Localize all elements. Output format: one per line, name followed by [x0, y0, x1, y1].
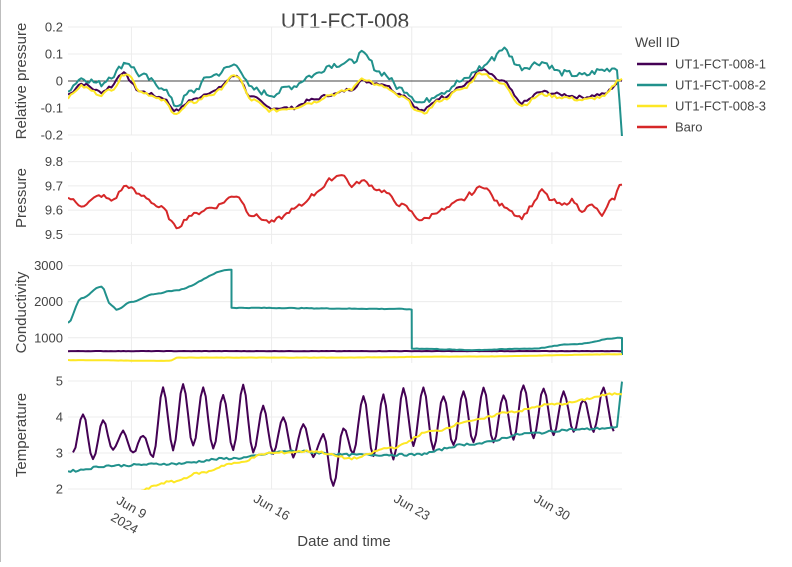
x-tick-label: Jun 30 — [532, 491, 573, 524]
y-tick-label: 5 — [56, 374, 63, 389]
series-line-ut1-fct-008-1 — [73, 384, 614, 486]
y-tick-label: 0 — [56, 74, 63, 89]
y-tick-label: 2 — [56, 482, 63, 497]
y-tick-label: -0.2 — [41, 128, 63, 143]
panel-3: 3000 2000 1000 Conductivity — [13, 258, 622, 363]
series-line-ut1-fct-008-2 — [68, 270, 622, 355]
y-axis-title: Relative pressure — [13, 23, 30, 140]
y-tick-label: 9.8 — [45, 154, 63, 169]
legend-item-label: UT1-FCT-008-3 — [675, 99, 766, 114]
legend-item-label: UT1-FCT-008-2 — [675, 78, 766, 93]
x-axis-title: Date and time — [297, 533, 390, 550]
series-group — [68, 48, 622, 137]
y-tick-label: 0.1 — [45, 47, 63, 62]
y-tick-label: 9.7 — [45, 178, 63, 193]
series-line-baro — [68, 175, 622, 228]
legend: UT1-FCT-008-1 UT1-FCT-008-2 UT1-FCT-008-3 B… — [637, 57, 766, 135]
y-tick-label: 1000 — [34, 330, 63, 345]
x-tick-label: Jun 23 — [391, 491, 432, 524]
panel-2: 9.8 9.7 9.6 9.5 Pressure — [13, 152, 622, 244]
y-tick-label: 0.2 — [45, 20, 63, 35]
series-group — [68, 382, 622, 497]
legend-title: Well ID — [635, 34, 680, 50]
legend-item-label: UT1-FCT-008-1 — [675, 57, 766, 72]
legend-item-label: Baro — [675, 120, 702, 135]
y-axis-title: Temperature — [13, 393, 30, 477]
y-tick-label: 2000 — [34, 294, 63, 309]
series-group — [68, 175, 622, 228]
series-line-ut1-fct-008-3 — [68, 354, 622, 361]
y-tick-label: -0.1 — [41, 101, 63, 116]
y-tick-label: 4 — [56, 410, 63, 425]
panel-1: 0.2 0.1 0 -0.1 -0.2 Relative pressure — [13, 20, 622, 143]
series-group — [68, 270, 622, 361]
y-axis-title: Conductivity — [13, 271, 30, 353]
chart-title: UT1-FCT-008 — [281, 10, 409, 33]
y-tick-label: 3 — [56, 446, 63, 461]
y-axis-title: Pressure — [13, 168, 30, 228]
x-tick-label: Jun 16 — [251, 491, 292, 524]
panel-4: 5 4 3 2 Temperature — [13, 374, 622, 497]
y-tick-label: 9.6 — [45, 203, 63, 218]
y-tick-label: 9.5 — [45, 227, 63, 242]
y-tick-label: 3000 — [34, 258, 63, 273]
